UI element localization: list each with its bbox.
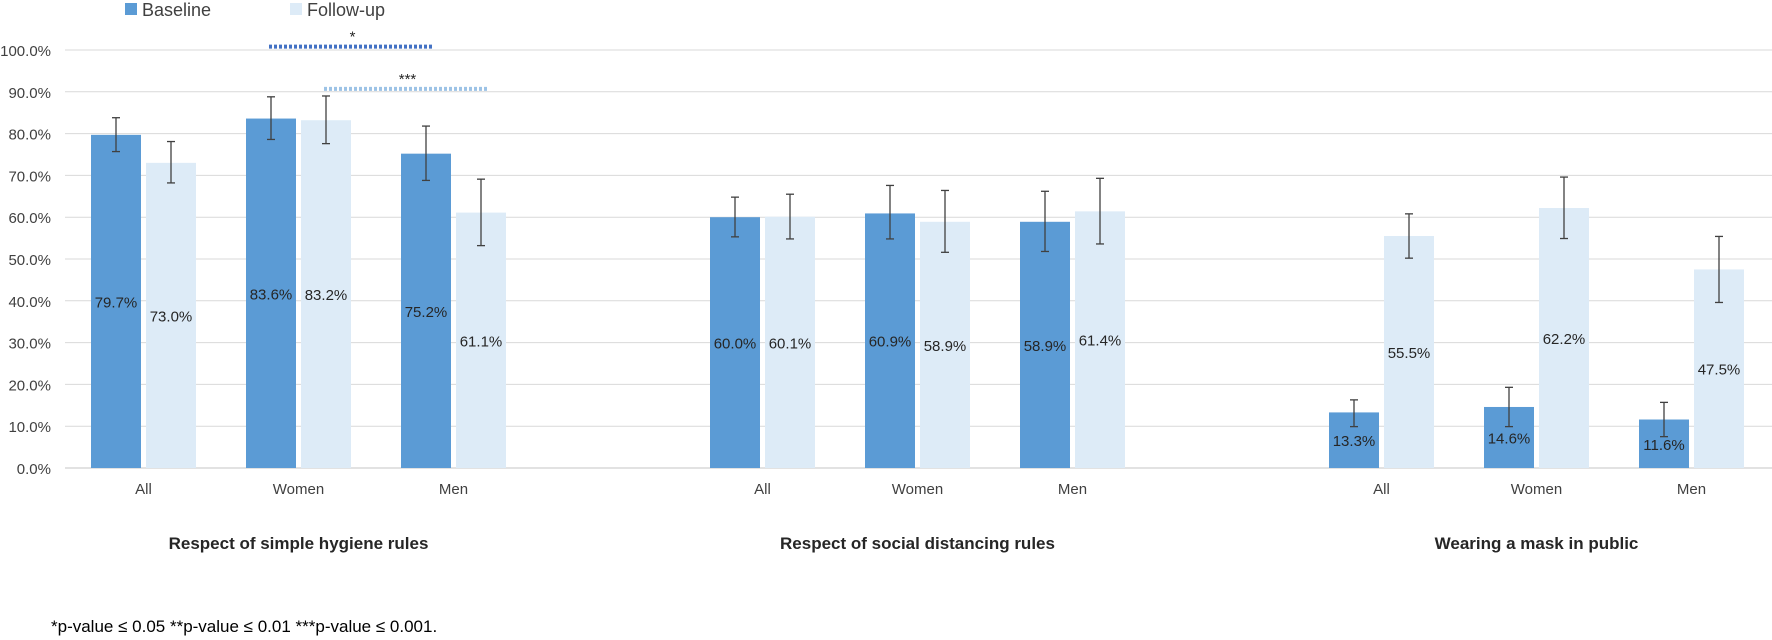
group-title: Wearing a mask in public: [1435, 534, 1639, 553]
x-category-label: All: [754, 481, 771, 498]
x-category-label: Men: [1677, 481, 1706, 498]
bar-follow-up: [1539, 208, 1589, 468]
bar-follow-up: [301, 120, 351, 468]
data-label: 60.1%: [769, 335, 812, 352]
bar-baseline: [1020, 221, 1070, 468]
bar-baseline: [710, 217, 760, 468]
bar-follow-up: [1075, 211, 1125, 468]
legend-label: Follow-up: [307, 0, 385, 20]
y-tick-label: 60.0%: [8, 210, 51, 227]
data-label: 61.4%: [1079, 333, 1122, 350]
footnote: *p-value ≤ 0.05 **p-value ≤ 0.01 ***p-va…: [51, 617, 438, 636]
data-labels: 79.7% 73.0% 83.6% 83.2% 75.2% 61.1% 60.0% 60.1%…: [95, 286, 1741, 453]
data-label: 13.3%: [1333, 433, 1376, 450]
x-category-label: Men: [439, 481, 468, 498]
data-label: 60.9%: [869, 334, 912, 351]
y-axis-tick-labels: 0.0% 10.0% 20.0% 30.0% 40.0% 50.0% 60.0% 70.0% 8…: [0, 43, 51, 478]
bar-baseline: [401, 153, 451, 468]
bars: [91, 118, 1744, 469]
x-category-label: Women: [1511, 481, 1562, 498]
y-tick-label: 90.0%: [8, 85, 51, 102]
bar-follow-up: [146, 162, 196, 469]
bar-follow-up: [456, 212, 506, 468]
data-label: 58.9%: [1024, 338, 1067, 355]
legend-swatch: [125, 3, 137, 15]
x-category-label: Women: [273, 481, 324, 498]
x-category-label: All: [135, 481, 152, 498]
y-tick-label: 0.0%: [17, 461, 51, 478]
data-label: 62.2%: [1543, 331, 1586, 348]
group-title: Respect of simple hygiene rules: [169, 534, 429, 553]
data-label: 11.6%: [1643, 437, 1684, 454]
significance-label: *: [350, 29, 356, 46]
x-axis-category-labels: All Women Men All Women Men All Women Men: [135, 481, 1706, 498]
y-tick-label: 10.0%: [8, 419, 51, 436]
legend: Baseline Follow-up: [125, 0, 385, 20]
significance-label: ***: [399, 71, 417, 88]
data-label: 61.1%: [460, 333, 503, 350]
error-bars: [112, 95, 1723, 438]
bar-baseline: [246, 118, 296, 468]
bar-baseline: [91, 134, 141, 468]
y-tick-label: 70.0%: [8, 168, 51, 185]
x-category-label: Women: [892, 481, 943, 498]
legend-label: Baseline: [142, 0, 211, 20]
data-label: 55.5%: [1388, 345, 1431, 362]
data-label: 79.7%: [95, 294, 138, 311]
bar-follow-up: [765, 216, 815, 468]
bar-follow-up: [920, 221, 970, 468]
x-category-label: Men: [1058, 481, 1087, 498]
group-title: Respect of social distancing rules: [780, 534, 1055, 553]
legend-swatch: [290, 3, 302, 15]
data-label: 60.0%: [714, 336, 757, 353]
y-tick-label: 50.0%: [8, 252, 51, 269]
data-label: 58.9%: [924, 338, 967, 355]
y-tick-label: 20.0%: [8, 377, 51, 394]
data-label: 75.2%: [405, 304, 448, 321]
data-label: 73.0%: [150, 308, 193, 325]
y-tick-label: 40.0%: [8, 294, 51, 311]
significance-markers: ****: [269, 29, 489, 91]
y-tick-label: 80.0%: [8, 127, 51, 144]
bar-baseline: [865, 213, 915, 468]
data-label: 47.5%: [1698, 362, 1741, 379]
data-label: 14.6%: [1488, 430, 1531, 447]
bar-follow-up: [1384, 236, 1434, 468]
group-titles: Respect of simple hygiene rules Respect o…: [169, 534, 1639, 553]
data-label: 83.6%: [250, 286, 293, 303]
data-label: 83.2%: [305, 287, 348, 304]
y-tick-label: 30.0%: [8, 336, 51, 353]
x-category-label: All: [1373, 481, 1390, 498]
y-tick-label: 100.0%: [0, 43, 51, 60]
